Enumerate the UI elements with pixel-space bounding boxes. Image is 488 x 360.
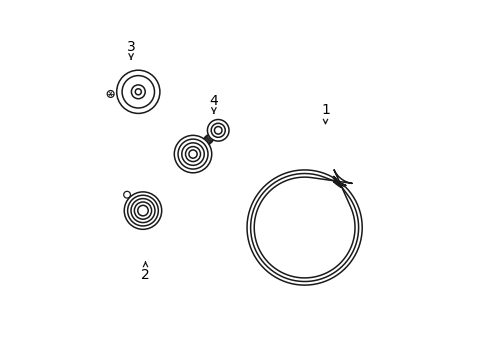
Text: 3: 3 bbox=[126, 40, 135, 59]
Text: 1: 1 bbox=[321, 103, 329, 123]
Text: 4: 4 bbox=[209, 94, 218, 113]
Text: 2: 2 bbox=[141, 262, 149, 282]
